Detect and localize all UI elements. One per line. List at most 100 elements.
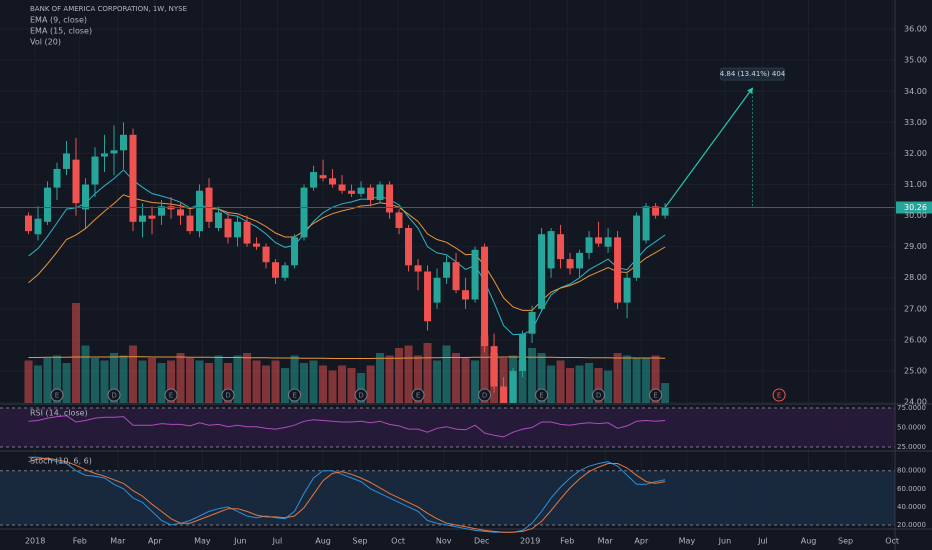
volume-bar — [100, 360, 109, 403]
candle-body — [158, 206, 166, 216]
x-tick-label: Sep — [353, 537, 368, 546]
candle-body — [595, 237, 603, 244]
x-tick-label: Apr — [148, 537, 163, 546]
volume-bar — [376, 353, 385, 403]
candle-body — [614, 237, 622, 303]
volume-bar — [604, 370, 613, 403]
y-tick-label: 29.00 — [904, 242, 927, 251]
volume-bar — [214, 355, 223, 403]
candle-body — [329, 178, 337, 185]
candle-body — [471, 249, 479, 300]
volume-bar — [461, 358, 470, 403]
event-label: D — [596, 392, 601, 400]
volume-bar — [138, 360, 147, 403]
volume-bar — [205, 363, 214, 403]
volume-bar — [157, 363, 166, 403]
volume-bar — [480, 335, 489, 403]
volume-bar — [24, 360, 33, 403]
volume-bar — [357, 373, 366, 403]
candle-body — [91, 156, 99, 185]
volume-bar — [423, 343, 432, 403]
x-tick-label: 2019 — [520, 537, 540, 546]
volume-bar — [395, 348, 404, 403]
candle-body — [348, 190, 356, 194]
candle-body — [576, 252, 584, 269]
volume-bar — [81, 345, 90, 403]
grid — [0, 407, 895, 526]
x-tick-label: Jul — [757, 537, 768, 546]
main-pane — [0, 122, 895, 403]
y-tick-label: 34.00 — [904, 87, 927, 96]
volume-bar — [148, 358, 157, 403]
candle-body — [291, 237, 299, 266]
x-tick-label: Apr — [634, 537, 649, 546]
volume-bar — [518, 360, 527, 403]
stoch-line — [28, 457, 666, 533]
volume-bar — [271, 360, 280, 403]
volume-bar — [623, 355, 632, 403]
volume-bar — [53, 355, 62, 403]
volume-bar — [442, 345, 451, 403]
event-marker — [221, 388, 235, 402]
legend-volume: Vol (20) — [30, 38, 61, 47]
volume-bar — [347, 368, 356, 403]
x-tick-label: Oct — [885, 537, 899, 546]
event-marker — [649, 388, 663, 402]
x-tick-label: Feb — [73, 537, 87, 546]
volume-bar — [290, 355, 299, 403]
volume-bar — [167, 360, 176, 403]
volume-bar — [328, 370, 337, 403]
event-label: E — [539, 392, 543, 400]
x-tick-label: Feb — [560, 537, 574, 546]
y-tick-label: 24.00 — [904, 398, 927, 407]
volume-bar — [176, 353, 185, 403]
candle-body — [148, 215, 156, 219]
candle-body — [253, 243, 261, 247]
chart-title: BANK OF AMERICA CORPORATION, 1W, NYSE — [30, 5, 187, 13]
volume-bar — [385, 355, 394, 403]
x-tick-label: Nov — [436, 537, 452, 546]
candle-body — [25, 215, 33, 232]
candle-body — [319, 175, 327, 179]
x-tick-label: Aug — [801, 537, 817, 546]
candle-body — [120, 134, 128, 151]
volume-bar — [281, 368, 290, 403]
event-marker — [107, 388, 121, 402]
candle-body — [509, 370, 517, 403]
event-label: D — [225, 392, 230, 400]
volume-bar — [252, 360, 261, 403]
candle-body — [414, 265, 422, 272]
y-tick-label: 31.00 — [904, 180, 927, 189]
x-tick-label: 2018 — [25, 537, 45, 546]
volume-bar — [575, 365, 584, 403]
volume-bar — [319, 365, 328, 403]
volume-bar — [262, 365, 271, 403]
volume-bar — [661, 383, 670, 403]
x-tick-label: Aug — [315, 537, 331, 546]
candle-body — [386, 184, 394, 213]
y-tick-label: 26.00 — [904, 335, 927, 344]
volume-bar — [43, 358, 52, 403]
legend-ema15: EMA (15, close) — [30, 27, 92, 36]
rsi-band — [0, 407, 895, 448]
event-label: E — [169, 392, 173, 400]
y-tick-label: 25.00 — [904, 366, 927, 375]
candle-body — [82, 184, 90, 210]
event-marker — [772, 388, 786, 402]
volume-bar — [547, 365, 556, 403]
candle-body — [281, 265, 289, 278]
measure-label: 4.84 (13.41%) 404 — [720, 70, 786, 78]
event-marker — [354, 388, 368, 402]
event-marker — [592, 388, 606, 402]
volume-bar — [452, 353, 461, 403]
candle-body — [376, 184, 384, 201]
candle-body — [196, 190, 204, 232]
candle-body — [424, 271, 432, 322]
volume-bar — [471, 360, 480, 403]
y-tick-label: 27.00 — [904, 304, 927, 313]
candle-body — [395, 212, 403, 229]
legend-stoch: Stoch (10, 6, 6) — [30, 457, 92, 466]
overlay: 30.26 4.84 (13.41%) 404 E D E D E D E D E D E E — [28, 67, 932, 533]
candle-body — [490, 346, 498, 387]
volume-bar — [34, 365, 43, 403]
